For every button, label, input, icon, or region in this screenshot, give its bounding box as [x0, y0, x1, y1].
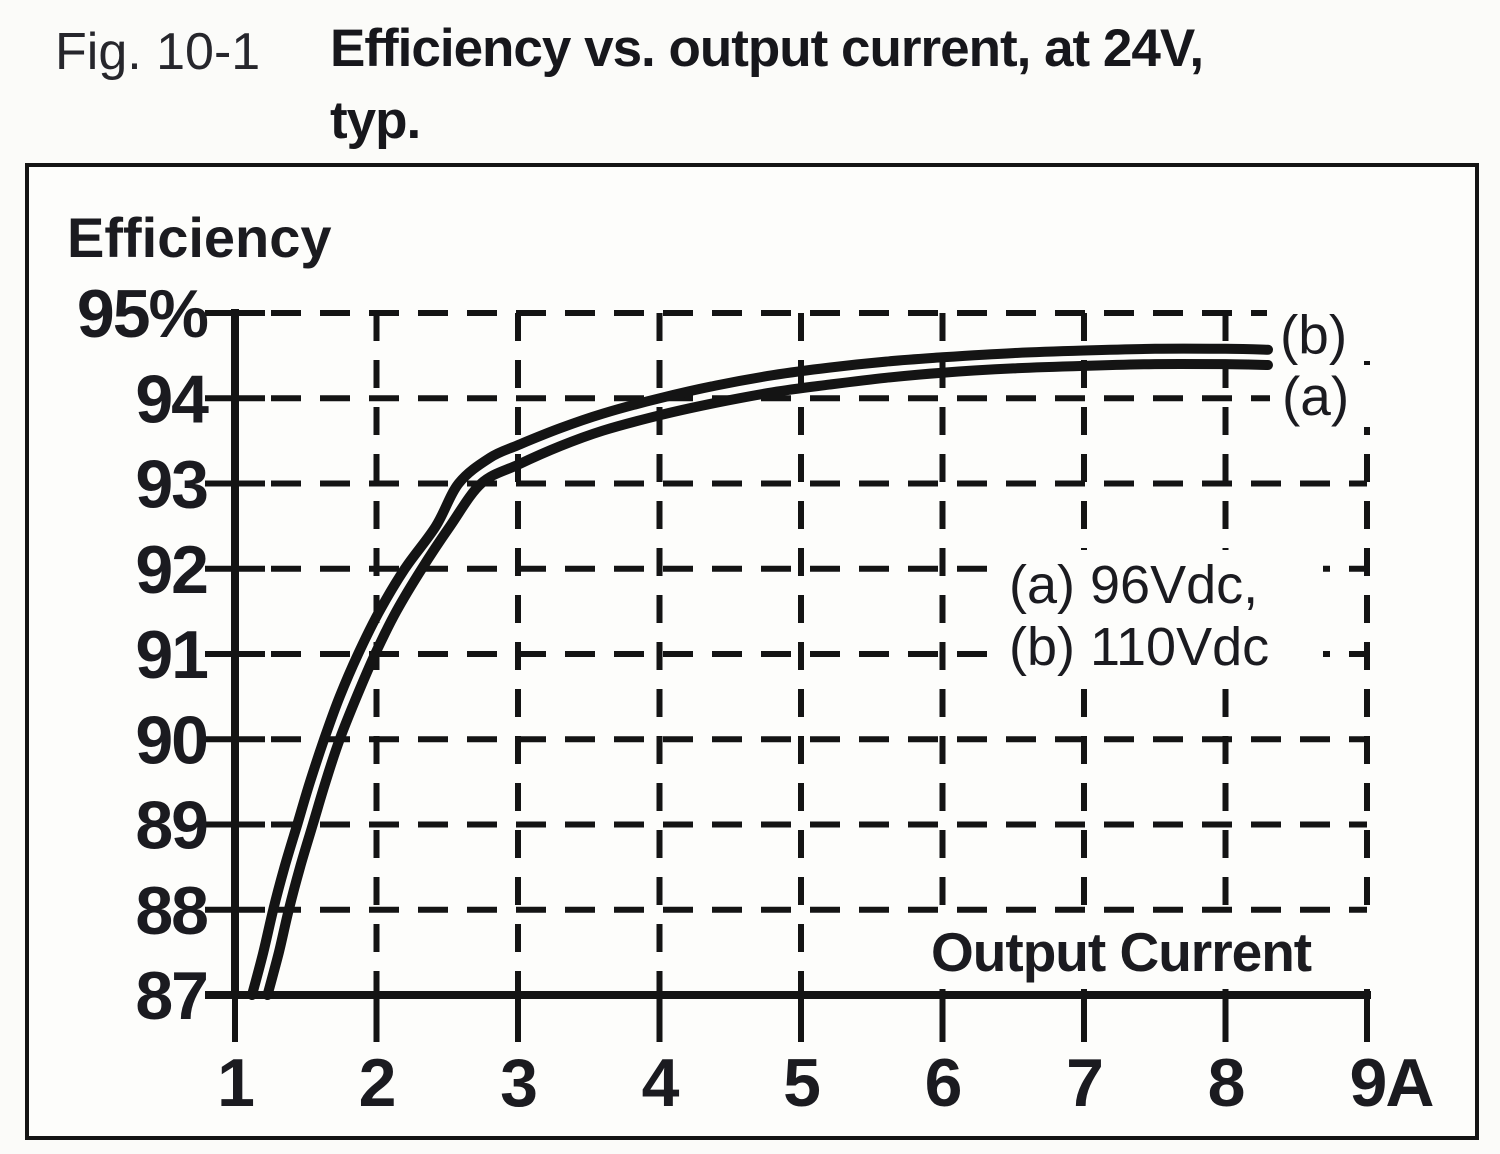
- y-tick-label-90: 90: [135, 702, 207, 778]
- chart-svg: (b)(a) Efficiency Output Current (a) 96Vdc,…: [67, 206, 1435, 1121]
- y-tick-label-93: 93: [135, 447, 207, 523]
- y-tick-label-87: 87: [135, 958, 207, 1034]
- legend-line-b: (b) 110Vdc: [1009, 617, 1269, 677]
- curve-b: [247, 343, 1273, 1000]
- x-tick-label-8: 8: [1208, 1045, 1244, 1121]
- figure-title-line1: Efficiency vs. output current, at 24V,: [330, 19, 1204, 78]
- y-tick-label-95: 95%: [77, 276, 208, 352]
- curve-a: [262, 358, 1273, 1000]
- x-tick-label-3: 3: [500, 1045, 536, 1121]
- x-axis-title: Output Current: [931, 921, 1312, 983]
- chart-frame: (b) (a) Efficiency Output Current (a) 96Vdc,…: [25, 163, 1479, 1140]
- curve-label-b-background: [1267, 295, 1387, 361]
- x-tick-label-2: 2: [359, 1045, 395, 1121]
- y-tick-label-88: 88: [135, 873, 207, 949]
- curve-label-b: (b): [1280, 304, 1347, 366]
- legend-background: [987, 550, 1323, 684]
- x-tick-label-7: 7: [1066, 1045, 1102, 1121]
- y-tick-label-91: 91: [135, 617, 207, 693]
- legend-line-a: (a) 96Vdc,: [1009, 555, 1258, 615]
- x-tick-label-6: 6: [925, 1045, 961, 1121]
- xlabel-background: [897, 915, 1383, 989]
- x-tick-label-9: 9A: [1350, 1045, 1434, 1121]
- y-tick-label-89: 89: [135, 788, 207, 864]
- figure-title-line2: typ.: [330, 91, 421, 150]
- x-tick-label-5: 5: [783, 1045, 819, 1121]
- curve-label-a-background: [1270, 365, 1390, 427]
- x-tick-label-1: 1: [217, 1045, 253, 1121]
- x-tick-label-4: 4: [642, 1045, 680, 1121]
- y-axis-title: Efficiency: [67, 206, 332, 269]
- curve-label-a: (a): [1282, 365, 1349, 427]
- y-tick-label-92: 92: [135, 532, 207, 608]
- figure-number: Fig. 10-1: [55, 23, 261, 81]
- y-tick-label-94: 94: [135, 361, 209, 437]
